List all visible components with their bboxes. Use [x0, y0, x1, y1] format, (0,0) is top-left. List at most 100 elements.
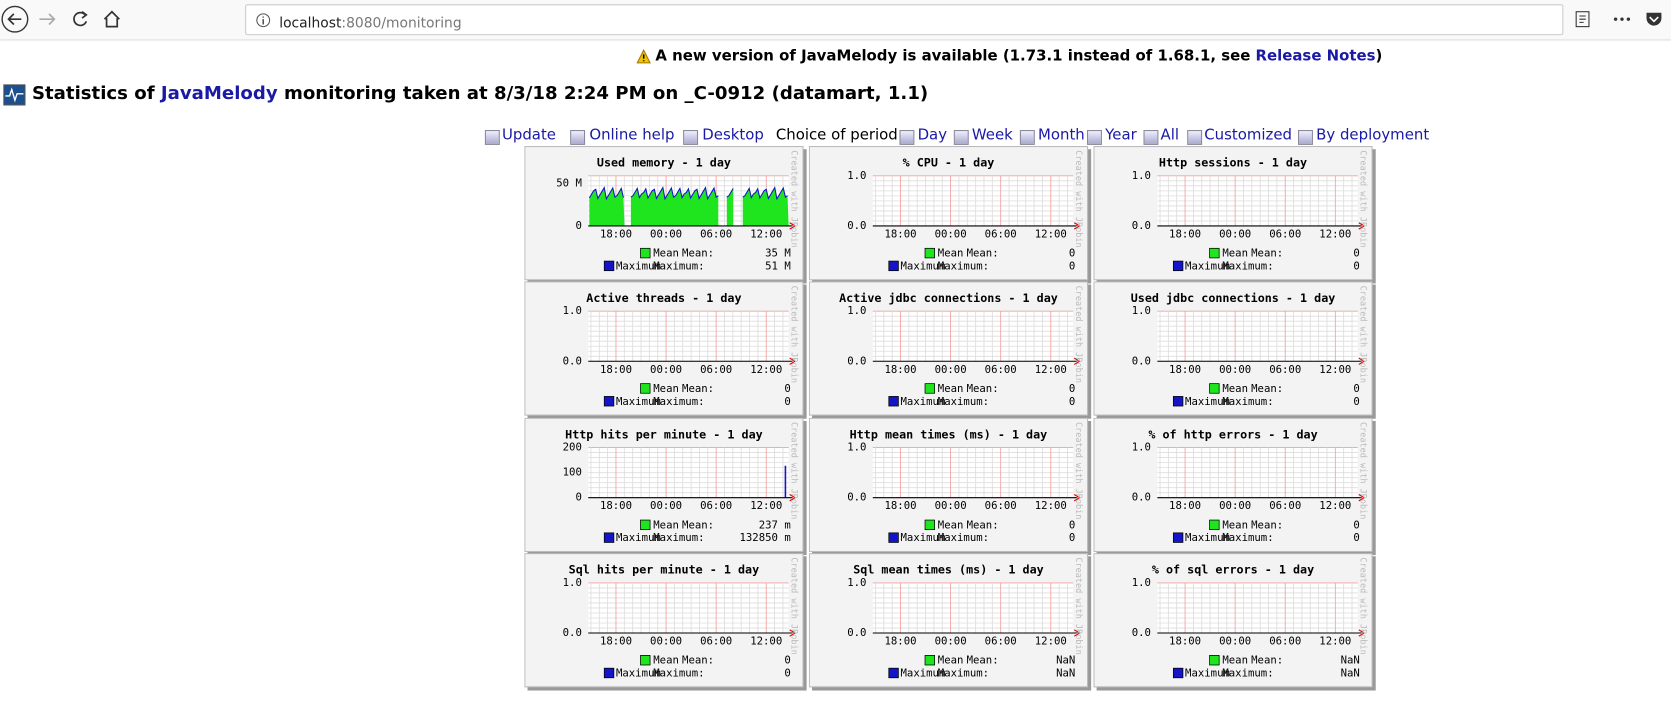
legend-name: Maximum [901, 667, 946, 680]
legend-label: Maximum: [1222, 259, 1273, 272]
legend-name: Mean [653, 654, 679, 667]
url-path: :8080/monitoring [341, 15, 462, 32]
period-link[interactable]: Customized [1204, 126, 1293, 144]
legend-label: Mean: [967, 518, 999, 531]
legend-label: Mean: [1251, 518, 1283, 531]
legend-name: Maximum [1185, 395, 1230, 408]
memory-area [742, 187, 789, 226]
legend-value: NaN [1341, 654, 1360, 667]
watermark: Created with JRobin [788, 150, 798, 247]
period-link[interactable]: By deployment [1316, 126, 1430, 144]
period-link[interactable]: Year [1105, 126, 1137, 144]
legend-swatch [603, 260, 615, 272]
action-link[interactable]: Online help [589, 126, 675, 144]
legend-value: 0 [1353, 531, 1359, 544]
y-tick-label: 0.0 [563, 355, 582, 368]
legend-value: 0 [784, 395, 790, 408]
x-tick-label: 18:00 [600, 363, 632, 376]
x-tick-label: 18:00 [885, 227, 917, 240]
period-link[interactable]: Week [971, 126, 1013, 144]
release-notes-link[interactable]: Release Notes [1255, 47, 1376, 66]
memory-line [588, 186, 624, 201]
legend-label: Maximum: [938, 395, 989, 408]
watermark: Created with JRobin [1073, 150, 1083, 247]
legend-swatch [640, 383, 651, 395]
y-tick-label: 1.0 [1132, 169, 1151, 182]
watermark: Created with JRobin [1358, 422, 1368, 519]
period-icon [1087, 130, 1102, 145]
x-tick-label: 00:00 [1219, 499, 1251, 512]
x-tick-label: 12:00 [1035, 499, 1067, 512]
x-tick-label: 06:00 [1269, 499, 1301, 512]
url-bar[interactable]: localhost:8080/monitoring [245, 4, 1564, 36]
legend-swatch [888, 396, 899, 407]
period-link[interactable]: Day [917, 126, 948, 144]
x-tick-label: 18:00 [885, 363, 917, 376]
legend-swatch [888, 260, 899, 272]
legend-name: Mean [653, 247, 679, 260]
nav-buttons[interactable] [0, 0, 139, 39]
graph-title: Active jdbc connections - 1 day [839, 291, 1058, 305]
axis-arrow [1358, 493, 1366, 502]
legend-swatch [1209, 519, 1220, 530]
x-tick-label: 12:00 [750, 499, 782, 512]
legend-swatch [924, 519, 935, 530]
x-tick-label: 06:00 [1269, 635, 1301, 648]
legend-swatch [888, 532, 899, 543]
legend-swatch [1172, 396, 1184, 407]
browser-menu-icons[interactable] [1572, 0, 1671, 39]
x-tick-label: 12:00 [1319, 635, 1351, 648]
x-tick-label: 18:00 [885, 499, 917, 512]
x-tick-label: 06:00 [985, 363, 1017, 376]
x-tick-label: 18:00 [600, 635, 632, 648]
legend-name: Mean [938, 247, 964, 260]
x-tick-label: 00:00 [650, 363, 682, 376]
x-tick-label: 00:00 [1219, 227, 1251, 240]
legend-label: Maximum: [938, 531, 989, 544]
legend-swatch [603, 396, 615, 407]
legend-value: 0 [1069, 395, 1075, 408]
action-link[interactable]: Update [501, 126, 556, 144]
x-tick-label: 12:00 [1319, 227, 1351, 240]
y-tick-label: 0.0 [847, 355, 866, 368]
graph-title: Used memory - 1 day [597, 156, 731, 170]
action-icon [683, 130, 699, 145]
y-tick-label: 100 [563, 465, 582, 478]
x-tick-label: 12:00 [1035, 363, 1067, 376]
x-tick-label: 12:00 [750, 227, 782, 240]
period-icon [899, 130, 915, 145]
y-tick-label: 1.0 [1132, 576, 1151, 589]
axis-arrow [1073, 493, 1081, 502]
graph-title: % of http errors - 1 day [1148, 427, 1317, 441]
legend-swatch [1172, 260, 1184, 272]
x-tick-label: 12:00 [1035, 227, 1067, 240]
y-tick-label: 1.0 [563, 576, 582, 589]
legend-label: Maximum: [938, 259, 989, 272]
legend-name: Maximum [1185, 259, 1230, 272]
period-link[interactable]: Month [1037, 126, 1085, 144]
legend-name: Maximum [1185, 531, 1230, 544]
legend-value: 0 [1353, 382, 1359, 395]
legend-swatch [640, 519, 651, 530]
x-tick-label: 18:00 [1169, 363, 1201, 376]
graph-title: % CPU - 1 day [903, 156, 995, 170]
y-tick-label: 0.0 [1132, 219, 1151, 232]
x-tick-label: 18:00 [1169, 227, 1201, 240]
period-link[interactable]: All [1160, 126, 1180, 144]
legend-label: Maximum: [653, 395, 704, 408]
legend-label: Maximum: [1222, 667, 1273, 680]
action-link[interactable]: Desktop [702, 126, 764, 144]
legend-value: 0 [1069, 259, 1075, 272]
heading-suffix: monitoring taken at 8/3/18 2:24 PM on _C… [277, 83, 929, 105]
javamelody-link[interactable]: JavaMelody [160, 83, 278, 105]
x-tick-label: 12:00 [1319, 363, 1351, 376]
legend-label: Mean: [967, 247, 999, 260]
legend-swatch [1209, 383, 1220, 395]
legend-swatch [640, 247, 651, 259]
graph-panel: % CPU - 1 day 1.0 0.0 18:00 00:00 06:00 12:00 C… [808, 146, 1092, 284]
